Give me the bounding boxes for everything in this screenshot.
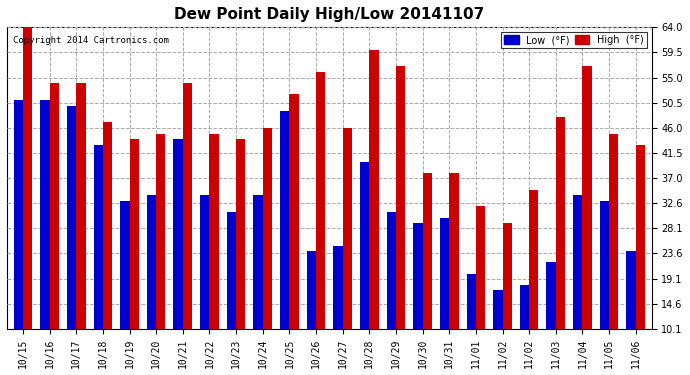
Bar (289, 94, 299, 375)
Bar (555, 117, 565, 375)
Bar (493, 290, 502, 375)
Bar (94, 145, 103, 375)
Bar (476, 206, 485, 375)
Bar (316, 72, 325, 375)
Bar (413, 223, 422, 375)
Bar (635, 145, 645, 375)
Bar (520, 285, 529, 375)
Bar (67, 106, 76, 375)
Bar (200, 195, 210, 375)
Bar (76, 83, 86, 375)
Title: Dew Point Daily High/Low 20141107: Dew Point Daily High/Low 20141107 (174, 7, 484, 22)
Bar (386, 212, 396, 375)
Bar (609, 134, 618, 375)
Bar (263, 128, 272, 375)
Bar (440, 217, 449, 375)
Bar (369, 50, 379, 375)
Bar (130, 139, 139, 375)
Bar (422, 173, 432, 375)
Text: Copyright 2014 Cartronics.com: Copyright 2014 Cartronics.com (13, 36, 169, 45)
Bar (306, 251, 316, 375)
Bar (502, 223, 512, 375)
Bar (253, 195, 263, 375)
Bar (573, 195, 582, 375)
Bar (280, 111, 289, 375)
Bar (600, 201, 609, 375)
Bar (582, 66, 592, 375)
Bar (14, 100, 23, 375)
Bar (627, 251, 635, 375)
Legend: Low  (°F), High  (°F): Low (°F), High (°F) (501, 32, 647, 48)
Bar (23, 27, 32, 375)
Bar (466, 273, 476, 375)
Bar (103, 122, 112, 375)
Bar (333, 246, 343, 375)
Bar (120, 201, 130, 375)
Bar (546, 262, 555, 375)
Bar (156, 134, 166, 375)
Bar (227, 212, 236, 375)
Bar (147, 195, 156, 375)
Bar (449, 173, 459, 375)
Bar (210, 134, 219, 375)
Bar (529, 190, 538, 375)
Bar (183, 83, 192, 375)
Bar (173, 139, 183, 375)
Bar (236, 139, 246, 375)
Bar (343, 128, 352, 375)
Bar (50, 83, 59, 375)
Bar (40, 100, 50, 375)
Bar (360, 162, 369, 375)
Bar (396, 66, 405, 375)
